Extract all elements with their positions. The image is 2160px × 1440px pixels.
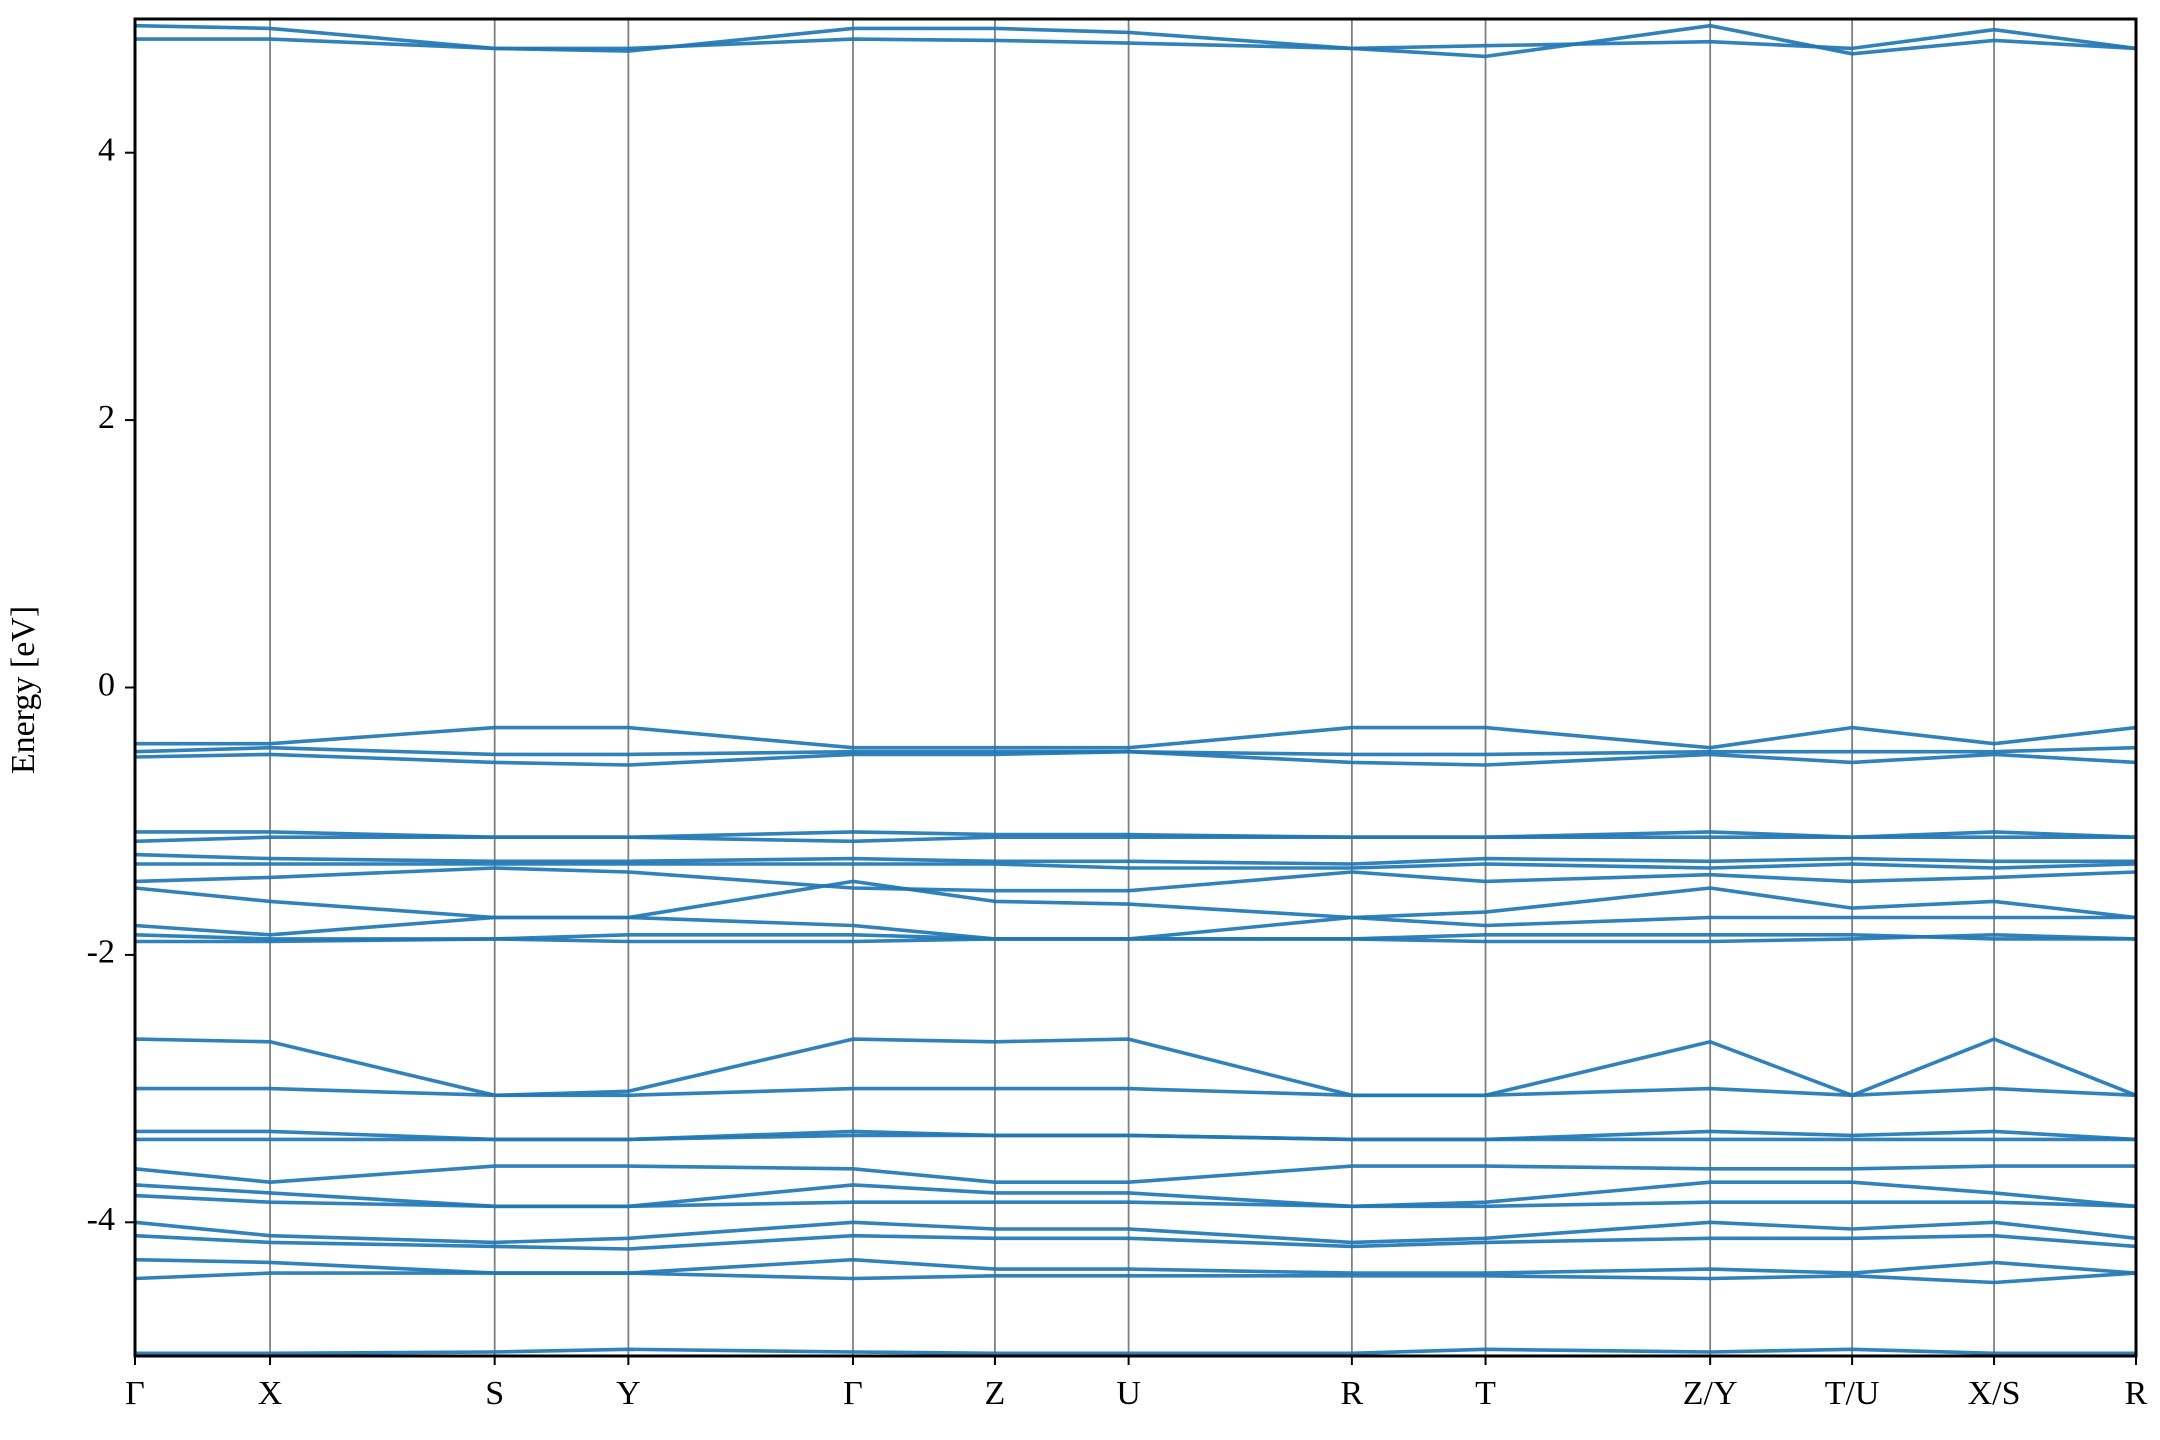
x-tick-label: Z/Y (1683, 1375, 1738, 1412)
x-tick-label: Γ (843, 1375, 863, 1412)
band-line (134, 1233, 2137, 1251)
plot-frame (133, 17, 2138, 1358)
band-line (134, 23, 2137, 59)
y-tick-label: 2 (98, 399, 115, 436)
band-line (134, 879, 2137, 920)
x-tick-label: S (485, 1375, 504, 1412)
x-tick-label: Γ (125, 1375, 145, 1412)
y-tick-label: -2 (87, 934, 115, 971)
band-line (135, 1086, 2137, 1098)
x-tick-label: R (1341, 1375, 1364, 1412)
x-tick-label: T (1475, 1375, 1496, 1412)
band-line (134, 1193, 2137, 1209)
band-line (134, 866, 2137, 893)
band-line (134, 1037, 2137, 1098)
x-tick-label: U (1116, 1375, 1141, 1412)
band-line (134, 1257, 2137, 1275)
band-line (134, 852, 2136, 866)
band-line (134, 1164, 2136, 1184)
y-tick-label: 0 (98, 666, 115, 703)
y-tick-label: -4 (87, 1201, 115, 1238)
x-tick-label: X/S (1968, 1375, 2021, 1412)
band-line (135, 1133, 2136, 1142)
band-line (135, 933, 2137, 944)
y-tick-label: 4 (98, 131, 115, 168)
y-axis-label: Energy [eV] (5, 606, 42, 774)
x-tick-label: R (2125, 1375, 2148, 1412)
x-tick-label: Y (616, 1375, 641, 1412)
x-tick-label: Z (985, 1375, 1006, 1412)
band-line (134, 835, 2136, 844)
band-line (135, 1347, 2136, 1356)
x-tick-label: T/U (1825, 1375, 1880, 1412)
band-line (134, 1220, 2137, 1245)
band-line (135, 862, 2137, 870)
band-line (134, 1271, 2137, 1285)
band-line (135, 725, 2137, 750)
band-line (134, 749, 2137, 767)
x-tick-label: X (258, 1375, 283, 1412)
